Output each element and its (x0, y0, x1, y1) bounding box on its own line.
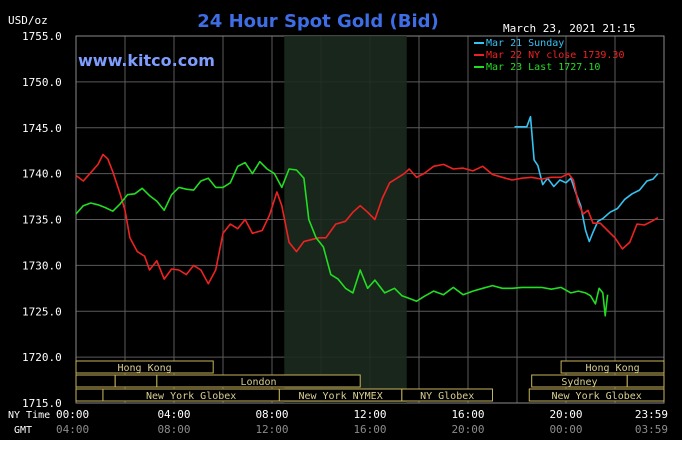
session-label: New York Globex (551, 391, 641, 402)
x-tick-label-ny: 00:00 (56, 408, 89, 421)
kitco-watermark: www.kitco.com (78, 51, 215, 70)
series-line (75, 160, 609, 317)
y-tick-label: 1740.0 (22, 168, 62, 181)
y-tick-label: 1715.0 (22, 397, 62, 410)
x-tick-label-ny: 04:00 (157, 408, 190, 421)
series-line (514, 115, 659, 243)
session-bar (75, 388, 104, 402)
session-label: London (240, 377, 276, 388)
x-tick-label-ny: 08:00 (255, 408, 288, 421)
timestamp: March 23, 2021 21:15 (503, 22, 635, 35)
legend-entry: Mar 22 NY close 1739.30 (486, 50, 624, 61)
session-label: Hong Kong (118, 363, 172, 374)
y-tick-label: 1725.0 (22, 305, 62, 318)
y-axis-unit-label: USD/oz (8, 14, 48, 27)
chart-title: 24 Hour Spot Gold (Bid) (197, 11, 438, 32)
x-tick-label-ny: 23:59 (635, 408, 668, 421)
x-tick-label-gmt: 16:00 (353, 423, 386, 436)
session-bar (401, 388, 494, 402)
price-series (75, 115, 659, 317)
y-tick-label: 1720.0 (22, 351, 62, 364)
session-bar (528, 388, 665, 402)
x-tick-label-gmt: 03:59 (635, 423, 668, 436)
bottom-strip-background (0, 440, 682, 450)
y-axis: 1755.0 1750.0 1745.0 1740.0 1735.0 1730.0 1725… (22, 30, 62, 410)
y-tick-label: 1750.0 (22, 76, 62, 89)
y-tick-label: 1755.0 (22, 30, 62, 43)
legend-entry: Mar 23 Last 1727.10 (486, 62, 600, 73)
legend-entry: Mar 21 Sunday (486, 38, 564, 49)
session-bar (75, 360, 214, 374)
session-bar (560, 360, 665, 374)
session-bar (75, 374, 116, 388)
session-label: New York NYMEX (298, 391, 382, 402)
session-label: Hong Kong (585, 363, 639, 374)
x-tick-label-gmt: 20:00 (451, 423, 484, 436)
series-line (75, 153, 659, 285)
x-tick-label-gmt: 04:00 (56, 423, 89, 436)
y-tick-label: 1735.0 (22, 214, 62, 227)
session-bar (156, 374, 361, 388)
nymex-highlight-band (284, 36, 407, 403)
ny-time-label: NY Time (8, 410, 50, 421)
x-tick-label-gmt: 08:00 (157, 423, 190, 436)
y-tick-label: 1730.0 (22, 259, 62, 272)
y-tick-label: 1745.0 (22, 122, 62, 135)
session-bar (114, 374, 158, 388)
session-label: New York Globex (146, 391, 236, 402)
x-tick-label-gmt: 00:00 (549, 423, 582, 436)
session-bar (626, 374, 665, 388)
x-axis: 00:00 04:00 08:00 12:00 16:00 20:00 23:59 04:00… (56, 408, 668, 436)
trading-session-bars: Hong Kong Hong Kong London Sydney New York G… (75, 360, 665, 402)
x-tick-label-ny: 16:00 (451, 408, 484, 421)
x-tick-label-ny: 12:00 (353, 408, 386, 421)
gmt-label: GMT (14, 425, 32, 436)
bottom-strip (0, 440, 682, 450)
x-tick-label-gmt: 12:00 (255, 423, 288, 436)
highlight-band-rect (284, 36, 407, 403)
session-label: NY Globex (420, 391, 474, 402)
session-label: Sydney (561, 377, 597, 388)
x-tick-label-ny: 20:00 (549, 408, 582, 421)
